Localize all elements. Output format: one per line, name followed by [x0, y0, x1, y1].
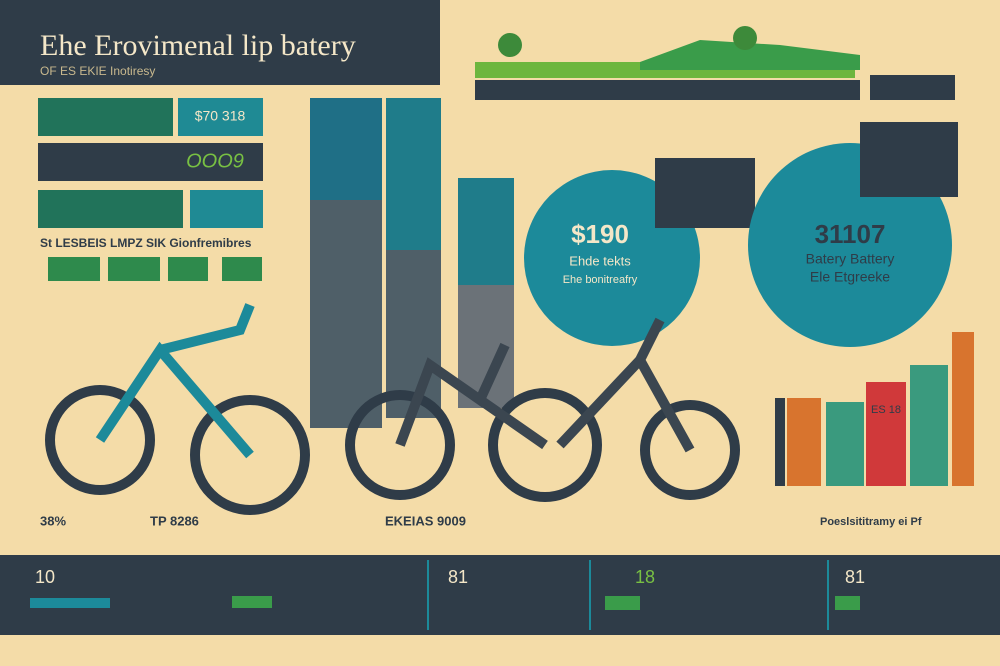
bottom-label: 38%: [40, 513, 66, 528]
footer-stat: 81: [845, 567, 865, 587]
column: [310, 200, 382, 428]
bar: [775, 398, 785, 486]
bar: [910, 365, 948, 486]
frame: [395, 342, 548, 450]
tree: [498, 33, 522, 57]
battery: [860, 122, 958, 197]
panel-box: [168, 257, 208, 281]
column: [386, 250, 441, 418]
bar: [826, 402, 864, 486]
bottom-label: Poeslsititramy ei Pf: [820, 516, 922, 528]
bar: [866, 382, 906, 486]
tree: [733, 26, 757, 50]
wheel: [488, 388, 602, 502]
panel-label: OOO9: [186, 150, 244, 172]
frame: [95, 303, 255, 459]
footer-icon: [835, 596, 860, 610]
bar: [787, 398, 821, 486]
wheel: [190, 395, 310, 515]
panel-box: [108, 257, 160, 281]
bar-label: ES 18: [871, 404, 901, 416]
footer-icon: [605, 596, 640, 610]
strip: [870, 75, 955, 100]
callout-value: $190: [571, 219, 629, 249]
title: Ehe Erovimenal lip batery: [40, 29, 356, 62]
header-panel: [0, 0, 440, 85]
subtitle: OF ES EKIE Inotiresy: [40, 64, 155, 78]
footer-stat: 10: [35, 567, 55, 587]
panel-box: [38, 143, 263, 181]
battery: [655, 158, 755, 228]
panel-label: $70 318: [195, 108, 246, 124]
panel-box: [190, 190, 263, 228]
bikes: [45, 303, 740, 515]
frame: [556, 317, 695, 453]
strip: [475, 80, 860, 100]
bottom-label: EKEIAS 9009: [385, 513, 466, 528]
footer-icon: [232, 596, 272, 608]
panel-box: [38, 190, 183, 228]
bottom-label: TP 8286: [150, 513, 199, 528]
callout-value: 31107: [815, 219, 886, 249]
footer-band: [0, 555, 1000, 635]
wheel: [345, 390, 455, 500]
panel-box: [222, 257, 262, 281]
callout-label: Batery Battery: [806, 251, 895, 267]
panel-caption: St LESBEIS LMPZ SIK Gionfremibres: [40, 236, 252, 250]
panel-box: [178, 98, 263, 136]
panel-box: [38, 98, 173, 136]
callout-note: Ehe bonitreafry: [563, 274, 638, 286]
wheel: [45, 385, 155, 495]
callout-label: Ehde tekts: [569, 253, 631, 268]
wheel: [640, 400, 740, 500]
bar: [952, 332, 974, 486]
callout-note: Ele Etgreeke: [810, 269, 890, 285]
footer-stat: 81: [448, 567, 468, 587]
footer-icon: [30, 598, 110, 608]
footer-stat: 18: [635, 567, 655, 587]
hills: [640, 40, 860, 70]
panel-box: [48, 257, 100, 281]
